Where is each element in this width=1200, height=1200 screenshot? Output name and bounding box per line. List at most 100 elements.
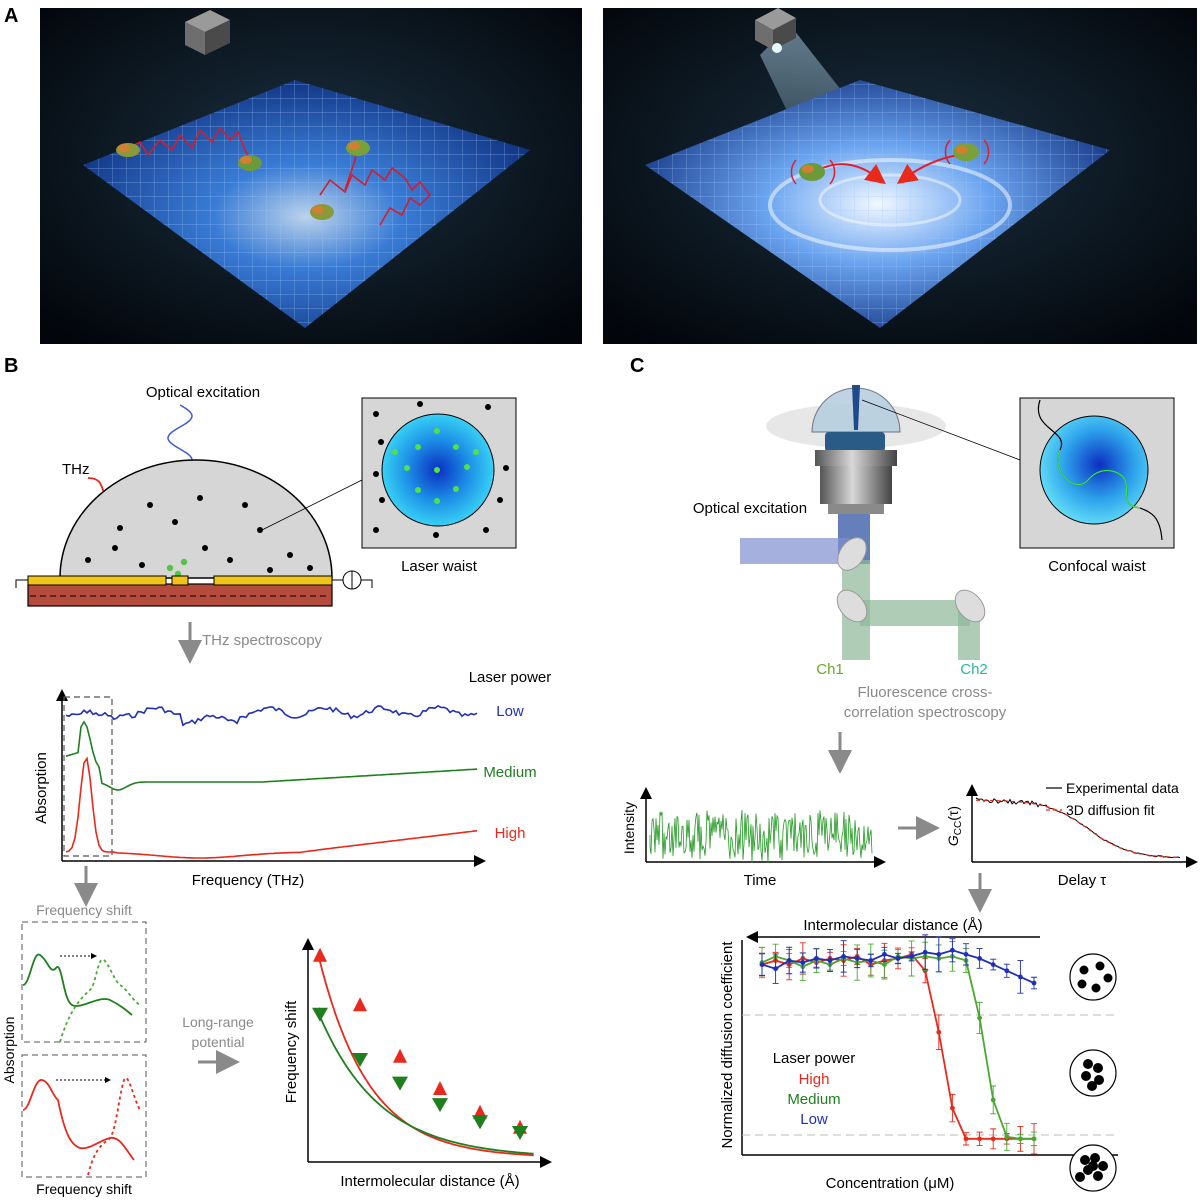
molecule-icon: [799, 163, 825, 181]
series-line-high: [65, 756, 478, 859]
sample-dome: [59, 459, 333, 579]
laser-waist-inset: [361, 397, 517, 549]
panel-label-c: C: [630, 355, 644, 377]
molecule-icon: [953, 143, 979, 161]
legend-high: High: [495, 825, 526, 842]
long-range-label-1: Long-range: [182, 1014, 254, 1030]
data-point-low: [759, 962, 765, 967]
ch1-label: Ch1: [816, 661, 844, 678]
legend-medium: Medium: [483, 764, 536, 781]
legend-fit: 3D diffusion fit: [1066, 802, 1155, 818]
marker-medium: [512, 1126, 528, 1141]
time-label: Time: [744, 872, 777, 889]
data-point-medium: [977, 1015, 982, 1021]
freq-shift-chart: [312, 947, 534, 1157]
confocal-waist-label: Confocal waist: [1048, 558, 1146, 575]
data-point-low: [786, 958, 792, 963]
fs-x-label: Intermolecular distance (Å): [340, 1173, 519, 1190]
data-point-low: [841, 954, 846, 959]
data-point-low: [977, 956, 982, 961]
data-point-low: [909, 954, 914, 959]
long-range-label-2: potential: [192, 1034, 245, 1050]
light-source-on-icon: [755, 8, 796, 53]
marker-high: [313, 947, 327, 962]
legend-experimental: Experimental data: [1066, 780, 1179, 796]
delay-label: Delay τ: [1058, 872, 1107, 889]
zoom-panel-medium: [21, 921, 147, 1043]
data-point-high: [963, 1136, 969, 1142]
marker-high: [473, 1104, 487, 1119]
c-intermol-label: Intermolecular distance (Å): [803, 917, 982, 934]
data-point-low: [936, 951, 942, 957]
freq-shift-top-label: Frequency shift: [36, 902, 132, 918]
zoom-region-box: [63, 696, 113, 857]
series-line-medium: [65, 720, 478, 791]
random-walk-path: [319, 166, 432, 226]
fccs-label-2: correlation spectroscopy: [844, 704, 1007, 721]
c-legend-medium: Medium: [787, 1091, 840, 1108]
molecule-icon: [116, 143, 140, 157]
marker-high: [353, 997, 367, 1012]
data-point-low: [963, 951, 969, 957]
data-point-low: [895, 956, 901, 961]
render-left-brownian: [40, 8, 582, 344]
fit-curve-medium: [317, 1007, 534, 1155]
ch2-label: Ch2: [960, 661, 988, 678]
correlation-fit: [975, 799, 1181, 858]
light-source-off-icon: [185, 10, 230, 55]
data-point-low: [950, 947, 955, 953]
fccs-label-1: Fluorescence cross-: [857, 684, 992, 701]
diffusion-chart: [759, 934, 1037, 1155]
zoom-y-label: Absorption: [1, 1017, 17, 1084]
laser-power-label: Laser power: [469, 669, 552, 686]
c-legend-high: High: [799, 1071, 830, 1088]
c-legend-low: Low: [800, 1111, 828, 1128]
c-optical-excitation-label: Optical excitation: [693, 500, 807, 517]
data-point-low: [990, 962, 996, 967]
data-point-medium: [1031, 1136, 1037, 1142]
spectra-y-label: Absorption: [33, 752, 50, 824]
spectra-x-label: Frequency (THz): [192, 872, 305, 889]
marker-medium: [392, 1076, 408, 1091]
marker-medium: [312, 1007, 328, 1022]
data-point-low: [814, 956, 819, 961]
data-point-high: [977, 1136, 982, 1142]
thz-spectroscopy-label: THz spectroscopy: [202, 632, 323, 649]
c-laser-power-label: Laser power: [773, 1050, 856, 1067]
clustered-molecules-icon: [1069, 1049, 1117, 1097]
marker-medium: [472, 1115, 488, 1130]
data-point-low: [1031, 980, 1037, 986]
high-shift-dotted: [87, 1077, 141, 1176]
data-point-low: [1018, 974, 1023, 980]
data-point-low: [827, 958, 833, 963]
confocal-microscope: [740, 385, 986, 660]
medium-shift-solid: [22, 953, 133, 1016]
marker-high: [433, 1081, 447, 1096]
gcc-label: GCC(τ): [945, 806, 964, 846]
confocal-waist-inset: [1019, 397, 1175, 549]
data-point-low: [868, 958, 874, 963]
molecule-icon: [346, 140, 370, 156]
high-shift-solid: [22, 1079, 135, 1161]
render-right-attraction: [603, 8, 1197, 344]
fs-y-label: Frequency shift: [283, 1000, 300, 1103]
data-point-high: [950, 1105, 955, 1111]
panel-label-a: A: [4, 5, 18, 27]
thz-label: THz: [62, 461, 90, 478]
data-point-low: [1004, 968, 1010, 974]
data-point-high: [936, 1029, 942, 1035]
data-point-medium: [1004, 1134, 1010, 1140]
data-point-low: [882, 951, 887, 957]
fit-curve-high: [317, 949, 534, 1157]
data-point-low: [922, 949, 928, 955]
thz-chip: [15, 570, 373, 607]
zoom-panel-high: [21, 1054, 147, 1178]
marker-high: [393, 1048, 407, 1063]
concentration-label: Concentration (μM): [826, 1175, 955, 1192]
molecule-icon: [310, 204, 334, 220]
data-point-medium: [882, 962, 887, 967]
laser-waist-label: Laser waist: [401, 558, 478, 575]
medium-shift-dotted: [59, 958, 141, 1043]
optical-excitation-label: Optical excitation: [146, 384, 260, 401]
